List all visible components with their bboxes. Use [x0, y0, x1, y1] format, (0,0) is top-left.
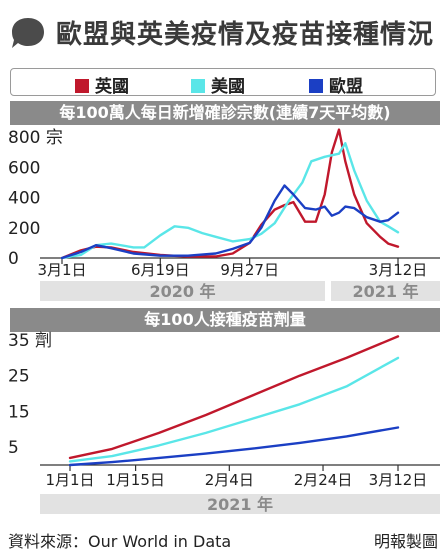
x-tick-label: 1月15日: [106, 471, 165, 489]
x-tick-label: 1月1日: [45, 471, 94, 489]
y-tick-label: 25: [8, 367, 30, 387]
year-band-label: 2020 年: [149, 282, 215, 301]
legend-label-eu: 歐盟: [329, 77, 363, 97]
x-tick-label: 2月4日: [205, 471, 254, 489]
x-tick-label: 3月1日: [37, 261, 86, 279]
legend-item-eu: 歐盟: [309, 72, 363, 97]
legend: 英國 美國 歐盟: [10, 68, 436, 97]
y-tick-label: 200: [8, 219, 40, 239]
year-band: [40, 494, 440, 514]
legend-label-uk: 英國: [95, 77, 129, 97]
y-tick-label: 400: [8, 189, 40, 209]
y-tick-label: 5: [8, 438, 19, 458]
y-tick-label: 800 宗: [8, 128, 63, 148]
credit-note: 明報製圖: [373, 532, 438, 551]
legend-swatch-uk: [75, 79, 89, 93]
legend-label-us: 美國: [211, 77, 245, 97]
y-tick-label: 600: [8, 158, 40, 178]
series-line-uk: [60, 128, 400, 260]
y-tick-label: 0: [8, 249, 19, 269]
series-line-eu: [60, 184, 400, 260]
cases-chart-title: 每100萬人每日新增確診宗數(連續7天平均數): [10, 101, 440, 125]
series-line-eu: [68, 426, 400, 467]
y-tick-label: 35 劑: [8, 331, 52, 351]
year-band-label: 2021 年: [352, 282, 418, 301]
x-tick-label: 2月24日: [294, 471, 353, 489]
series-line-us: [68, 356, 400, 463]
legend-swatch-us: [191, 79, 205, 93]
speech-bubble-icon: [12, 18, 44, 48]
legend-item-uk: 英國: [75, 72, 129, 97]
legend-item-us: 美國: [191, 72, 245, 97]
header: 歐盟與英美疫情及疫苗接種情況: [0, 0, 448, 64]
y-tick-label: 15: [8, 402, 30, 422]
year-band: [40, 281, 325, 301]
year-band-label: 2021 年: [207, 495, 273, 514]
series-line-uk: [68, 335, 400, 460]
x-tick-label: 3月12日: [369, 261, 428, 279]
source-note: 資料來源：Our World in Data: [8, 532, 232, 551]
x-tick-label: 6月19日: [131, 261, 190, 279]
page-title: 歐盟與英美疫情及疫苗接種情況: [56, 20, 435, 50]
legend-swatch-eu: [309, 79, 323, 93]
year-band: [331, 281, 440, 301]
vaccine-chart-title: 每100人接種疫苗劑量: [10, 308, 440, 332]
x-tick-label: 9月27日: [220, 261, 279, 279]
x-tick-label: 3月12日: [369, 471, 428, 489]
series-line-us: [60, 141, 400, 260]
